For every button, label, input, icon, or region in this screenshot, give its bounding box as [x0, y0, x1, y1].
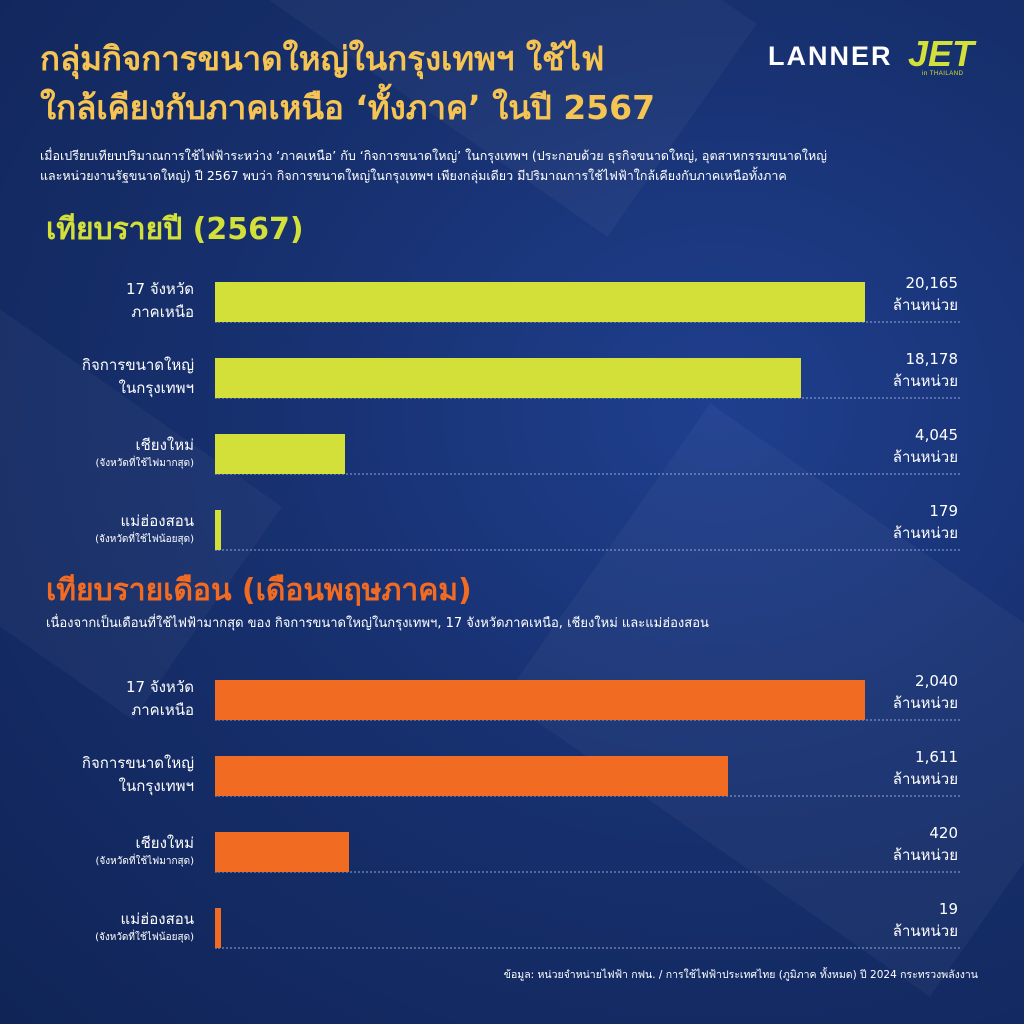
value-number: 2,040 [915, 672, 958, 690]
value-unit: ล้านหน่วย [892, 922, 958, 940]
value-label: 420 ล้านหน่วย [893, 822, 958, 866]
category-sublabel: (จังหวัดที่ใช้ไฟน้อยสุด) [95, 534, 194, 545]
dotted-guide [215, 947, 960, 949]
intro-line: เมื่อเปรียบเทียบปริมาณการใช้ไฟฟ้าระหว่าง… [40, 148, 827, 163]
page-title: กลุ่มกิจการขนาดใหญ่ในกรุงเทพฯ ใช้ไฟ ใกล้… [40, 34, 760, 132]
value-label: 1,611 ล้านหน่วย [893, 746, 958, 790]
category-sublabel: (จังหวัดที่ใช้ไฟมากสุด) [95, 856, 194, 867]
value-unit: ล้านหน่วย [892, 296, 958, 314]
source-note: ข้อมูล: หน่วยจำหน่ายไฟฟ้า กฟน. / การใช้ไ… [503, 969, 978, 981]
value-label: 19 ล้านหน่วย [893, 898, 958, 942]
bar-row: 17 จังหวัดภาคเหนือ 2,040 ล้านหน่วย [0, 672, 1024, 738]
yearly-section-title: เทียบรายปี (2567) [46, 212, 304, 247]
value-number: 4,045 [915, 426, 958, 444]
dotted-guide [215, 473, 960, 475]
category-label: 17 จังหวัดภาคเหนือ [126, 676, 194, 722]
category-label: 17 จังหวัดภาคเหนือ [126, 278, 194, 324]
title-line: ใกล้เคียงกับภาคเหนือ ‘ทั้งภาค’ ในปี 2567 [40, 88, 656, 127]
value-number: 18,178 [905, 350, 959, 368]
value-label: 179 ล้านหน่วย [893, 500, 958, 544]
dotted-guide [215, 795, 960, 797]
category-label-line: ในกรุงเทพฯ [118, 777, 194, 795]
bar [215, 680, 865, 720]
title-line: กลุ่มกิจการขนาดใหญ่ในกรุงเทพฯ ใช้ไฟ [40, 39, 605, 78]
bar-row: กิจการขนาดใหญ่ในกรุงเทพฯ 1,611 ล้านหน่วย [0, 748, 1024, 814]
bar-row: 17 จังหวัดภาคเหนือ 20,165 ล้านหน่วย [0, 274, 1024, 340]
dotted-guide [215, 397, 960, 399]
jet-logo-subtitle: in THAILAND [922, 71, 964, 77]
category-label-line: เชียงใหม่ [135, 436, 194, 454]
dotted-guide [215, 549, 960, 551]
value-number: 20,165 [905, 274, 959, 292]
category-label-line: แม่ฮ่องสอน [120, 910, 194, 928]
category-label-line: กิจการขนาดใหญ่ [81, 754, 194, 772]
value-label: 18,178 ล้านหน่วย [893, 348, 958, 392]
value-unit: ล้านหน่วย [892, 694, 958, 712]
monthly-section-note: เนื่องจากเป็นเดือนที่ใช้ไฟฟ้ามากสุด ของ … [46, 616, 709, 631]
category-label: แม่ฮ่องสอน (จังหวัดที่ใช้ไฟน้อยสุด) [95, 908, 194, 945]
bar [215, 510, 221, 550]
value-unit: ล้านหน่วย [892, 524, 958, 542]
bar [215, 832, 349, 872]
category-label: เชียงใหม่ (จังหวัดที่ใช้ไฟมากสุด) [96, 832, 194, 869]
category-label-line: 17 จังหวัด [125, 678, 194, 696]
bar [215, 908, 222, 948]
value-unit: ล้านหน่วย [892, 770, 958, 788]
value-label: 4,045 ล้านหน่วย [893, 424, 958, 468]
value-number: 1,611 [915, 748, 958, 766]
bar [215, 756, 729, 796]
dotted-guide [215, 321, 960, 323]
monthly-section-title: เทียบรายเดือน (เดือนพฤษภาคม) [46, 573, 472, 608]
category-label-line: เชียงใหม่ [135, 834, 194, 852]
category-sublabel: (จังหวัดที่ใช้ไฟมากสุด) [95, 458, 194, 469]
intro-paragraph: เมื่อเปรียบเทียบปริมาณการใช้ไฟฟ้าระหว่าง… [40, 146, 985, 186]
category-label: กิจการขนาดใหญ่ในกรุงเทพฯ [82, 354, 194, 400]
category-sublabel: (จังหวัดที่ใช้ไฟน้อยสุด) [95, 932, 194, 943]
intro-line: และหน่วยงานรัฐขนาดใหญ่) ปี 2567 พบว่า กิ… [40, 168, 787, 183]
dotted-guide [215, 719, 960, 721]
category-label-line: 17 จังหวัด [125, 280, 194, 298]
value-label: 2,040 ล้านหน่วย [893, 670, 958, 714]
category-label-line: ภาคเหนือ [131, 701, 194, 719]
bar [215, 434, 346, 474]
category-label-line: ในกรุงเทพฯ [118, 379, 194, 397]
category-label: แม่ฮ่องสอน (จังหวัดที่ใช้ไฟน้อยสุด) [95, 510, 194, 547]
category-label: เชียงใหม่ (จังหวัดที่ใช้ไฟมากสุด) [96, 434, 194, 471]
jet-logo: JET [908, 33, 975, 74]
value-unit: ล้านหน่วย [892, 448, 958, 466]
bar-row: กิจการขนาดใหญ่ในกรุงเทพฯ 18,178 ล้านหน่วย [0, 350, 1024, 416]
value-number: 179 [929, 502, 958, 520]
value-number: 19 [938, 900, 958, 918]
category-label-line: ภาคเหนือ [131, 303, 194, 321]
bar [215, 358, 801, 398]
bar [215, 282, 865, 322]
value-unit: ล้านหน่วย [892, 846, 958, 864]
value-number: 420 [929, 824, 958, 842]
category-label: กิจการขนาดใหญ่ในกรุงเทพฯ [82, 752, 194, 798]
bar-row: เชียงใหม่ (จังหวัดที่ใช้ไฟมากสุด) 4,045 ล้า… [0, 426, 1024, 492]
bar-row: แม่ฮ่องสอน (จังหวัดที่ใช้ไฟน้อยสุด) 19 ล้าน… [0, 900, 1024, 966]
category-label-line: แม่ฮ่องสอน [120, 512, 194, 530]
dotted-guide [215, 871, 960, 873]
value-label: 20,165 ล้านหน่วย [893, 272, 958, 316]
lanner-logo: LANNER [768, 41, 893, 71]
bar-row: แม่ฮ่องสอน (จังหวัดที่ใช้ไฟน้อยสุด) 179 ล้า… [0, 502, 1024, 568]
bar-row: เชียงใหม่ (จังหวัดที่ใช้ไฟมากสุด) 420 ล้านห… [0, 824, 1024, 890]
value-unit: ล้านหน่วย [892, 372, 958, 390]
category-label-line: กิจการขนาดใหญ่ [81, 356, 194, 374]
